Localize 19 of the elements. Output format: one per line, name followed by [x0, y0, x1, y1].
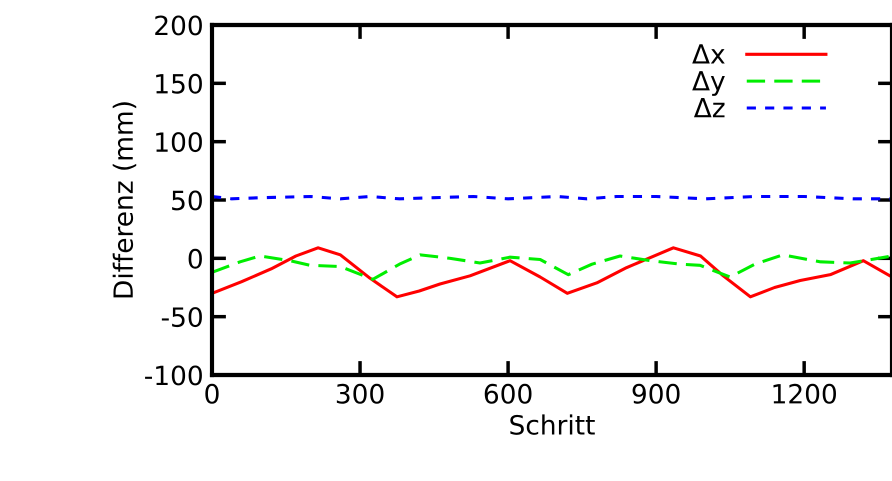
y-tick-label: 150: [156, 74, 202, 94]
y-tick-label: -50: [162, 307, 202, 328]
y-tick-label: 50: [172, 190, 202, 210]
x-axis-title: Schritt: [510, 414, 595, 435]
line-series: [212, 246, 892, 298]
x-tick-label: 600: [484, 384, 532, 404]
y-tick-label: 100: [156, 132, 202, 152]
y-axis-title: Differenz (mm): [112, 102, 136, 298]
legend-label: Δz: [694, 98, 725, 118]
legend-label: Δx: [692, 44, 725, 64]
x-tick-label: 0: [205, 384, 219, 404]
legend-label: Δy: [692, 71, 725, 96]
line-series: [212, 253, 892, 281]
y-tick-label: 0: [188, 248, 202, 269]
x-tick-label: 1200: [773, 384, 836, 404]
x-tick-label: 300: [336, 384, 384, 404]
x-tick-label: 900: [632, 384, 680, 404]
y-tick-label: -100: [145, 365, 202, 386]
y-tick-label: 200: [155, 15, 202, 36]
